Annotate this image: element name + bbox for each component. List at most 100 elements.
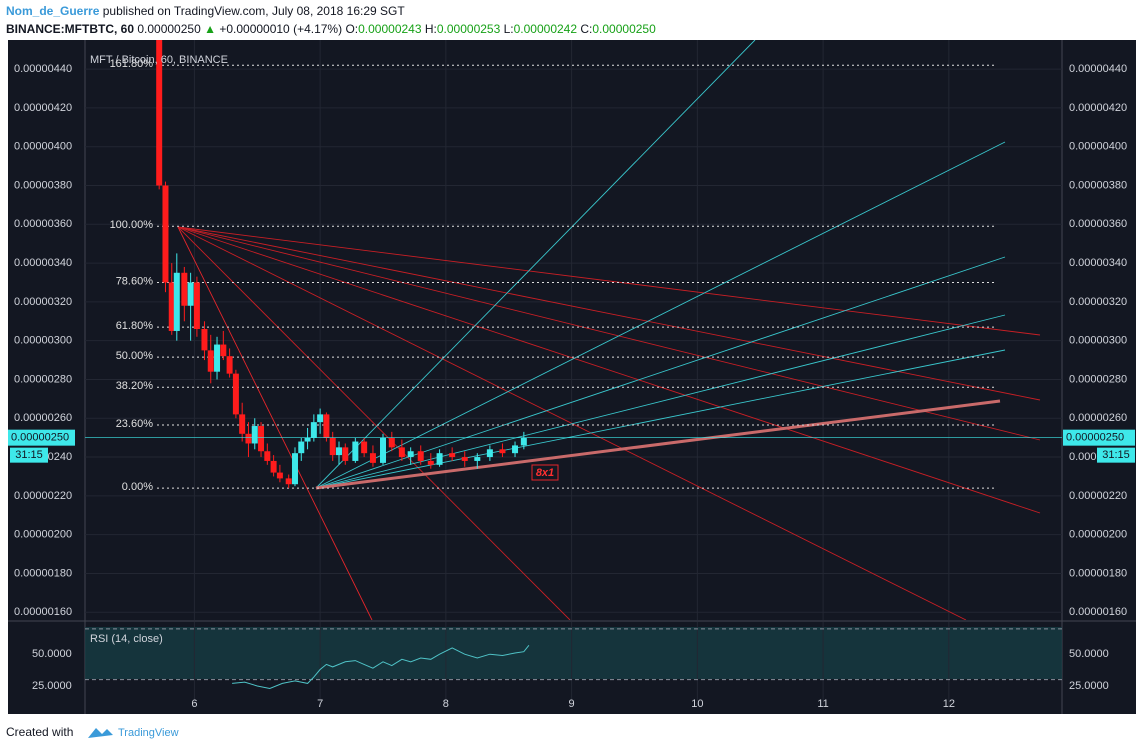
y-tick-label: 0.00000220 — [14, 490, 72, 502]
candle-body — [520, 437, 527, 446]
fan-line — [315, 256, 1006, 489]
y-tick-label: 0.00000200 — [1069, 529, 1127, 541]
fib-label: 38.20% — [116, 380, 154, 392]
rsi-tick-label: 50.0000 — [1069, 648, 1109, 660]
c-value: 0.00000250 — [592, 22, 656, 36]
candle-body — [461, 457, 468, 461]
candle-body — [427, 460, 434, 465]
y-tick-label: 0.00000340 — [14, 257, 72, 269]
y-tick-label: 0.00000360 — [1069, 218, 1127, 230]
candle-body — [207, 350, 214, 372]
symbol-line: BINANCE:MFTBTC, 60 0.00000250 ▲ +0.00000… — [6, 22, 656, 36]
candle-body — [436, 453, 443, 465]
annotation-box — [531, 464, 559, 481]
rsi-pane — [85, 622, 1062, 706]
y-tick-label: 0.00000160 — [14, 606, 72, 618]
fan-line — [177, 226, 1041, 401]
fan-line — [315, 40, 756, 489]
x-tick-label: 8 — [443, 698, 449, 710]
y-tick-label: 0.00000420 — [1069, 102, 1127, 114]
rsi-tick-label: 25.0000 — [1069, 680, 1109, 692]
candle-body — [264, 451, 271, 461]
last-price-box — [8, 429, 75, 446]
fib-label: 161.80% — [110, 58, 154, 70]
candle-body — [214, 344, 221, 372]
l-value: 0.00000242 — [514, 22, 578, 36]
y-tick-label: 0.00000420 — [14, 102, 72, 114]
h-value: 0.00000253 — [437, 22, 501, 36]
y-tick-label: 0.00000180 — [1069, 567, 1127, 579]
candle-body — [342, 447, 349, 461]
o-value: 0.00000243 — [358, 22, 422, 36]
user-link[interactable]: Nom_de_Guerre — [6, 4, 100, 18]
y-tick-label: 0.00000340 — [1069, 257, 1127, 269]
fib-label: 100.00% — [110, 219, 154, 231]
y-tick-label: 0.00000160 — [1069, 606, 1127, 618]
chart-title: MFT / Bitcoin, 60, BINANCE — [90, 54, 228, 66]
footer-brand[interactable]: TradingView — [118, 727, 179, 739]
y-tick-label: 0.00000440 — [14, 63, 72, 75]
candle-body — [168, 282, 175, 331]
fan-line — [177, 226, 1041, 441]
countdown-box — [1097, 447, 1135, 463]
candle-body — [162, 185, 169, 283]
y-tick-label: 0.00000320 — [1069, 296, 1127, 308]
up-arrow: ▲ — [204, 22, 216, 36]
y-tick-label: 0.00000260 — [1069, 412, 1127, 424]
candle-body — [388, 437, 395, 448]
candle-body — [474, 457, 481, 461]
y-tick-label: 0.00000200 — [14, 529, 72, 541]
x-tick-label: 6 — [191, 698, 197, 710]
candle-body — [323, 414, 330, 438]
main-pane: 161.80% 100.00% 78.60% 61.80% 50.00% 38.20% 23… — [85, 40, 1062, 620]
candle-body — [173, 272, 180, 331]
rsi-line — [232, 644, 530, 690]
y-tick-label: 0.00000400 — [14, 141, 72, 153]
annotation: 8x1 — [536, 467, 554, 479]
y-tick-label: 0.00000400 — [1069, 141, 1127, 153]
l-label: L: — [504, 22, 514, 36]
candle-body — [499, 449, 506, 454]
candle-body — [251, 426, 258, 444]
rsi-band-fill — [85, 627, 1062, 679]
y-tick-label: 0.00000360 — [14, 218, 72, 230]
candle-body — [245, 433, 252, 444]
candle-body — [239, 414, 246, 434]
candle-body — [220, 344, 227, 357]
candle-body — [258, 426, 265, 452]
fan-line — [315, 141, 1006, 489]
y-tick-label: 0.00000320 — [14, 296, 72, 308]
candle-body — [193, 282, 200, 330]
o-label: O: — [345, 22, 358, 36]
gann-line — [315, 399, 1001, 490]
candle-body — [304, 437, 311, 442]
candle-body — [181, 272, 188, 306]
last-price-box — [1063, 429, 1135, 446]
candle-body — [276, 472, 283, 479]
candle-body — [310, 422, 317, 438]
footer-text: Created with — [6, 725, 73, 739]
fib-label: 78.60% — [116, 275, 154, 287]
symbol: BINANCE:MFTBTC, 60 — [6, 22, 134, 36]
x-tick-label: 10 — [691, 698, 703, 710]
axes: 6 7 8 9 10 11 12 0.00000160 0.00000160 0.00000180… — [8, 63, 1135, 710]
candle-body — [369, 453, 376, 463]
fan-line — [177, 226, 1041, 514]
candle-body — [398, 447, 405, 458]
rsi-tick-label: 25.0000 — [32, 680, 72, 692]
candle-body — [352, 441, 359, 461]
candle-body — [380, 437, 387, 463]
change: +0.00000010 (+4.17%) — [219, 22, 342, 36]
x-tick-label: 12 — [943, 698, 955, 710]
tv-logo[interactable] — [88, 728, 113, 738]
candle-body — [335, 447, 342, 456]
y-tick-label: 0.00000220 — [1069, 490, 1127, 502]
fib-label: 61.80% — [116, 320, 154, 332]
y-tick-label: 0.00000260 — [14, 412, 72, 424]
candle-body — [226, 356, 233, 374]
candle-body — [156, 40, 163, 186]
last-price-label: 0.00000250 — [1066, 432, 1124, 444]
candle-body — [187, 282, 194, 306]
